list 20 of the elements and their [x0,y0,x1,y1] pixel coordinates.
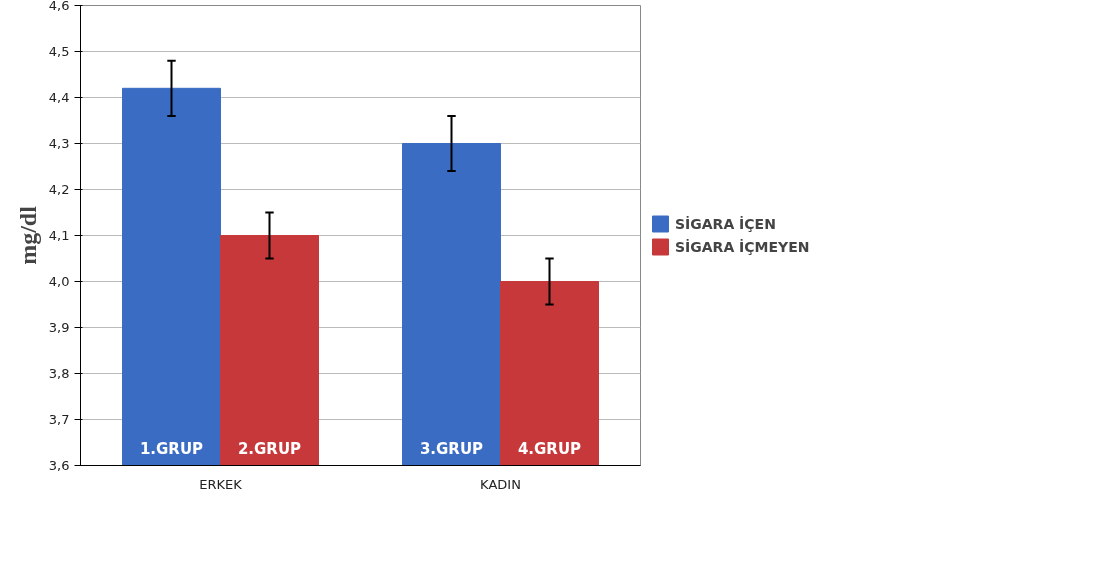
legend-label: SİGARA İÇEN [675,215,776,232]
annotation: 3.GRUP [419,439,484,458]
x-tick-label: KADIN [480,476,521,492]
y-tick-label: 4,1 [48,228,70,243]
y-tick-label: 4,4 [48,90,70,105]
y-tick-label: 4,6 [48,0,70,13]
y-tick-label: 4,0 [48,274,70,289]
y-tick-label: 4,5 [48,44,70,59]
y-tick-label: 3,9 [48,320,70,335]
y-tick-label: 4,3 [48,136,70,151]
y-tick-label: 3,7 [48,412,70,427]
legend-label: SİGARA İÇMEYEN [675,238,810,255]
y-tick-label: 4,2 [48,182,70,197]
annotation: 1.GRUP [139,439,204,458]
y-tick-label: 3,6 [48,458,70,473]
y-tick-label: 3,8 [48,366,70,381]
x-tick-label: ERKEK [199,476,243,492]
y-axis-title: mg/dl [14,205,41,265]
annotation: 2.GRUP [237,439,302,458]
annotation: 4.GRUP [517,439,582,458]
